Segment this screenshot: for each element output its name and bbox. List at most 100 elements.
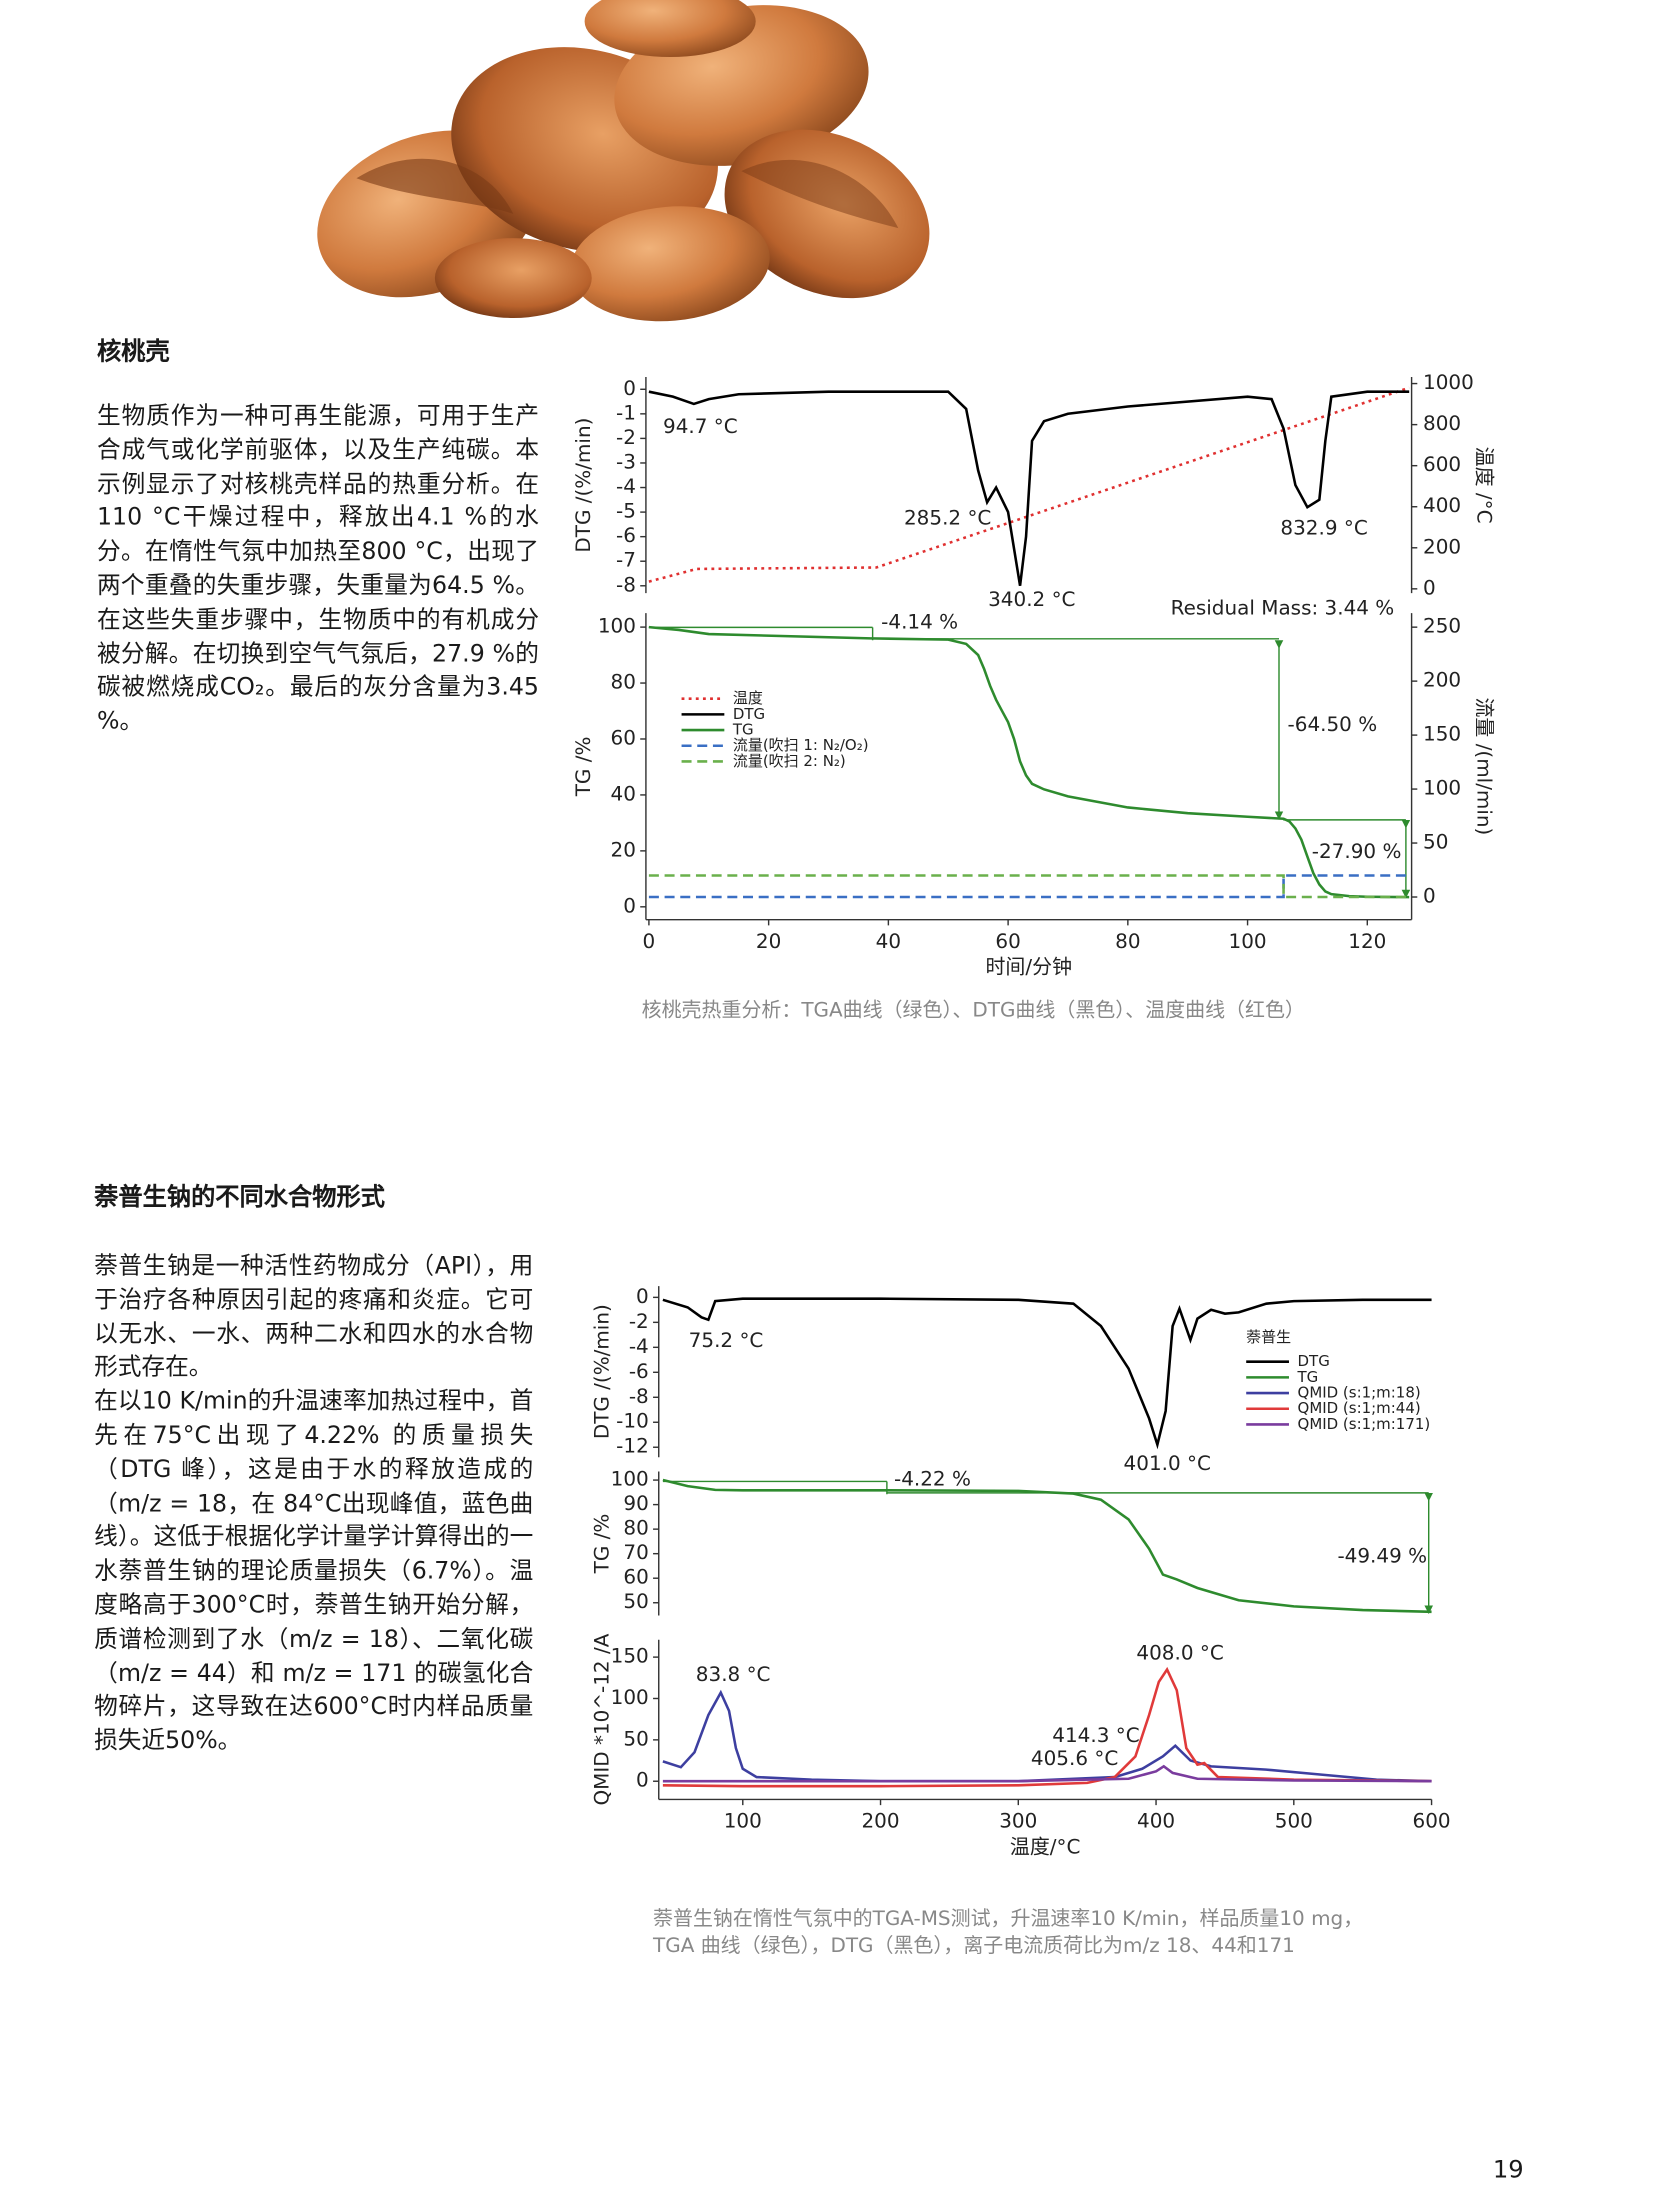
- paragraph-text: 萘普生钠是一种活性药物成分（API），用于治疗各种原因引起的疼痛和炎症。它可以无…: [94, 1251, 534, 1381]
- caption: 萘普生钠在惰性气氛中的TGA-MS测试，升温速率10 K/min，样品质量10 …: [653, 1906, 1363, 1960]
- y-tick-label: 100: [611, 1685, 649, 1709]
- y-tick-label: 100: [611, 1467, 649, 1491]
- annotation: 285.2 °C: [904, 506, 991, 530]
- y-tick-label: 0: [623, 376, 636, 400]
- y-tick-label: 90: [623, 1491, 648, 1515]
- annotation: 832.9 °C: [1280, 515, 1367, 539]
- y2-tick-label: 200: [1423, 668, 1461, 692]
- y-tick-label: -10: [616, 1409, 649, 1433]
- y-tick-label: 60: [623, 1565, 648, 1589]
- x-tick-label: 400: [1137, 1809, 1175, 1833]
- legend-label: 温度: [733, 689, 763, 707]
- y-tick-label: 50: [623, 1589, 648, 1613]
- y-tick-label: -1: [616, 400, 636, 424]
- y-tick-label: -8: [616, 572, 636, 596]
- legend-title: 萘普生: [1246, 1328, 1291, 1346]
- x-tick-label: 20: [756, 929, 781, 953]
- annotation: 414.3 °C: [1052, 1723, 1139, 1747]
- y2-axis-label: 温度 /°C: [1472, 447, 1496, 524]
- legend-label: 流量(吹扫 2: N₂): [733, 752, 846, 770]
- x-tick-label: 100: [724, 1809, 762, 1833]
- annotation: -49.49 %: [1337, 1544, 1427, 1568]
- annotation: 75.2 °C: [689, 1328, 764, 1352]
- y-tick-label: 70: [623, 1540, 648, 1564]
- y-axis-label: DTG /(%/min): [590, 1304, 614, 1439]
- series-line: [662, 1764, 1432, 1783]
- y-tick-label: 50: [623, 1726, 648, 1750]
- x-tick-label: 300: [999, 1809, 1037, 1833]
- section-title: 萘普生钠的不同水合物形式: [94, 1183, 385, 1212]
- x-tick-label: 40: [876, 929, 901, 953]
- y-tick-label: 0: [623, 893, 636, 917]
- y-tick-label: -6: [629, 1359, 649, 1383]
- annotation: 408.0 °C: [1136, 1640, 1223, 1664]
- y-tick-label: 0: [636, 1768, 649, 1792]
- y2-tick-label: 0: [1423, 575, 1436, 599]
- legend-label: QMID (s:1;m:44): [1298, 1399, 1421, 1417]
- y-tick-label: 20: [611, 837, 636, 861]
- x-tick-label: 120: [1348, 929, 1386, 953]
- series-line: [648, 625, 1410, 899]
- x-axis-label: 温度/°C: [1010, 1834, 1081, 1858]
- x-tick-label: 60: [995, 929, 1020, 953]
- caption: 核桃壳热重分析：TGA曲线（绿色）、DTG曲线（黑色）、温度曲线（红色）: [642, 998, 1305, 1025]
- annotation: -27.90 %: [1312, 839, 1402, 863]
- y-tick-label: 100: [598, 614, 636, 638]
- y-tick-label: -6: [616, 523, 636, 547]
- y-axis-label: TG /%: [590, 1514, 614, 1575]
- paragraph: 萘普生钠是一种活性药物成分（API），用于治疗各种原因引起的疼痛和炎症。它可以无…: [94, 1249, 533, 1758]
- y2-axis-label: 流量 /(ml/min): [1472, 697, 1496, 835]
- y-tick-label: 0: [636, 1284, 649, 1308]
- caption-line: TGA 曲线（绿色），DTG（黑色），离子电流质荷比为m/z 18、44和171: [653, 1934, 1295, 1958]
- legend-label: TG: [1297, 1368, 1319, 1386]
- y2-tick-label: 800: [1423, 411, 1461, 435]
- y2-tick-label: 50: [1423, 830, 1448, 854]
- y2-tick-label: 0: [1423, 884, 1436, 908]
- x-tick-label: 100: [1229, 929, 1267, 953]
- y-tick-label: -4: [616, 474, 636, 498]
- series-line: [662, 1666, 1432, 1788]
- y-tick-label: 80: [623, 1516, 648, 1540]
- y-axis-label: DTG /(%/min): [571, 418, 595, 553]
- y-axis-label: TG /%: [571, 737, 595, 798]
- y2-tick-label: 600: [1423, 452, 1461, 476]
- y-tick-label: -2: [616, 425, 636, 449]
- legend-label: 流量(吹扫 1: N₂/O₂): [733, 736, 869, 754]
- series-line: [648, 874, 1410, 899]
- y-tick-label: -3: [616, 449, 636, 473]
- annotation: -4.22 %: [894, 1467, 971, 1491]
- x-tick-label: 600: [1413, 1809, 1451, 1833]
- section-title: 核桃壳: [96, 337, 170, 367]
- legend-label: DTG: [733, 705, 765, 723]
- y-tick-label: -12: [616, 1434, 649, 1458]
- y-tick-label: -8: [629, 1384, 649, 1408]
- y-tick-label: 60: [611, 725, 636, 749]
- x-tick-label: 0: [643, 929, 656, 953]
- legend-label: QMID (s:1;m:171): [1298, 1415, 1431, 1433]
- guide-lines: [648, 626, 1433, 1615]
- legend-label: TG: [732, 721, 754, 739]
- y-tick-label: -5: [616, 499, 636, 523]
- annotation: -64.50 %: [1288, 712, 1378, 736]
- series-line: [662, 1297, 1432, 1450]
- y-tick-label: -4: [629, 1334, 649, 1358]
- y2-tick-label: 200: [1423, 534, 1461, 558]
- paragraph: 生物质作为一种可再生能源，可用于生产合成气或化学前驱体，以及生产纯碳。本示例显示…: [97, 399, 539, 738]
- y2-tick-label: 1000: [1423, 370, 1474, 394]
- y-axis-label: QMID *10^-12 /A: [590, 1633, 614, 1805]
- legend-label: DTG: [1298, 1352, 1330, 1370]
- annotation: 83.8 °C: [696, 1662, 771, 1686]
- walnut-photo: [317, 0, 930, 322]
- annotation: 401.0 °C: [1124, 1451, 1211, 1475]
- page-number: 19: [1492, 2155, 1524, 2185]
- y2-tick-label: 400: [1423, 493, 1461, 517]
- series-line: [662, 1478, 1432, 1614]
- y-tick-label: 80: [611, 670, 636, 694]
- paragraph-text: 生物质作为一种可再生能源，可用于生产合成气或化学前驱体，以及生产纯碳。本示例显示…: [96, 402, 539, 735]
- annotation: 340.2 °C: [988, 587, 1075, 611]
- x-tick-label: 500: [1275, 1809, 1313, 1833]
- y-tick-label: -2: [629, 1309, 649, 1333]
- x-axis-label: 时间/分钟: [985, 955, 1072, 979]
